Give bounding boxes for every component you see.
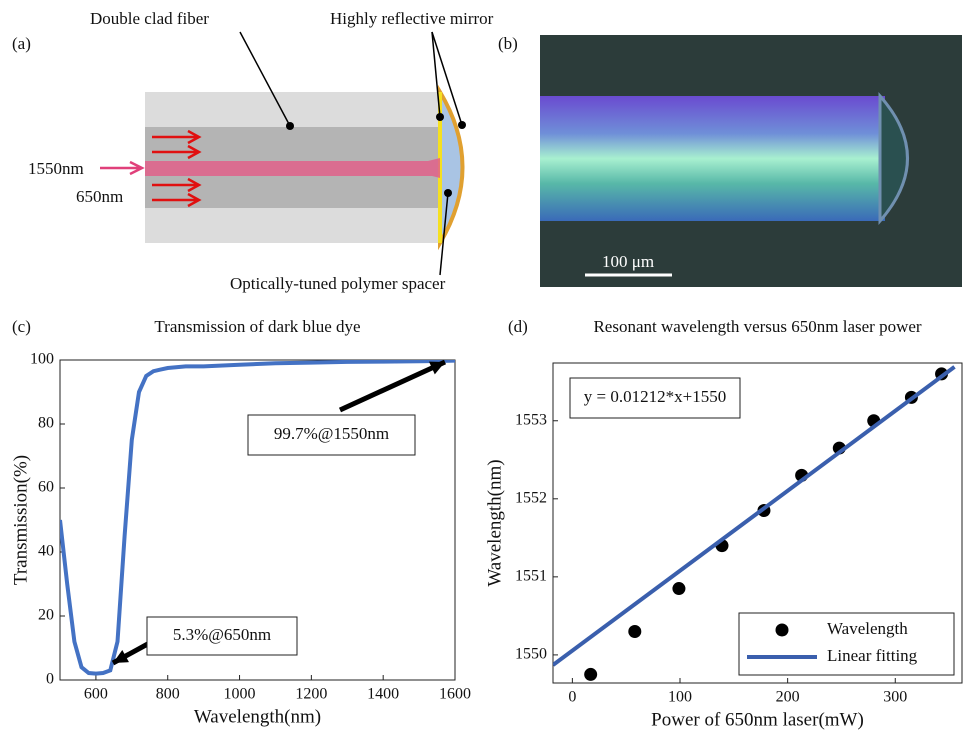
- x-tick-label: 100: [668, 689, 692, 706]
- chart-title: Transmission of dark blue dye: [154, 317, 360, 336]
- photo: 100 μm (b): [498, 34, 962, 287]
- annotation-box: [146, 616, 298, 656]
- leader-dots: [286, 113, 466, 197]
- legend-box: [738, 612, 955, 676]
- diagram: (a) Double clad fiber Highly reflective …: [12, 9, 494, 293]
- annotation-arrow: [338, 359, 447, 413]
- y-axis-label: Wavelength(nm): [484, 459, 505, 586]
- annotation: 5.3%@650nm: [173, 625, 271, 644]
- x-axis-label: Power of 650nm laser(mW): [651, 709, 864, 730]
- x-tick-label: 1600: [439, 686, 471, 703]
- chart-title: Resonant wavelength versus 650nm laser p…: [593, 317, 921, 336]
- data-point: [628, 624, 642, 638]
- fiber-label: Double clad fiber: [90, 9, 209, 28]
- scale-bar-label: 100 μm: [602, 252, 654, 271]
- x-tick-label: 1200: [295, 686, 327, 703]
- input-label: 1550nm: [28, 159, 84, 178]
- y-tick-label: 60: [38, 479, 54, 496]
- mirror-label: Highly reflective mirror: [330, 9, 494, 28]
- fiber-tip: [878, 92, 909, 226]
- y-tick-label: 0: [46, 671, 54, 688]
- plot-area: [60, 360, 455, 676]
- plot-area: [553, 365, 956, 681]
- y-tick-label: 80: [38, 415, 54, 432]
- x-axis-label: Wavelength(nm): [194, 706, 321, 727]
- x-tick-label: 1400: [367, 686, 399, 703]
- leaders: [239, 31, 463, 276]
- input-arrow: [100, 160, 145, 176]
- data-point: [672, 582, 686, 596]
- annotation: y = 0.01212*x+1550: [584, 387, 726, 406]
- y-tick-label: 1552: [515, 489, 547, 506]
- annotation-box: [569, 377, 741, 419]
- legend-swatch: [775, 623, 789, 637]
- pump-arrows: [152, 129, 202, 208]
- y-tick-label: 1553: [515, 411, 547, 428]
- y-axis-label: Transmission(%): [10, 455, 31, 585]
- x-tick-label: 200: [776, 689, 800, 706]
- data-line: [60, 360, 455, 676]
- y-tick-label: 1550: [515, 646, 547, 663]
- annotation-arrowhead: [113, 649, 129, 663]
- y-tick-label: 100: [30, 351, 54, 368]
- x-tick-label: 600: [84, 686, 108, 703]
- x-tick-label: 1000: [224, 686, 256, 703]
- fiber-image: [540, 96, 885, 221]
- panel-label: (d): [508, 317, 528, 336]
- x-tick-label: 800: [156, 686, 180, 703]
- spacer-label: Optically-tuned polymer spacer: [230, 274, 446, 293]
- panel-label: (a): [12, 34, 31, 53]
- legend-label: Wavelength: [827, 619, 908, 638]
- axes-box: [552, 362, 963, 684]
- y-tick-label: 1551: [515, 568, 547, 585]
- legend-label: Linear fitting: [827, 646, 918, 665]
- x-tick-label: 300: [883, 689, 907, 706]
- annotation-box: [247, 414, 416, 456]
- beam: [145, 158, 440, 178]
- annotation: 99.7%@1550nm: [274, 424, 389, 443]
- y-tick-label: 40: [38, 543, 54, 560]
- fit-line: [553, 365, 956, 667]
- pump-label: 650nm: [76, 187, 123, 206]
- panel-label: (b): [498, 34, 518, 53]
- data-point: [584, 667, 598, 681]
- panel-label: (c): [12, 317, 31, 336]
- y-tick-label: 20: [38, 607, 54, 624]
- x-tick-label: 0: [568, 689, 576, 706]
- annotation-arrowhead: [429, 361, 445, 375]
